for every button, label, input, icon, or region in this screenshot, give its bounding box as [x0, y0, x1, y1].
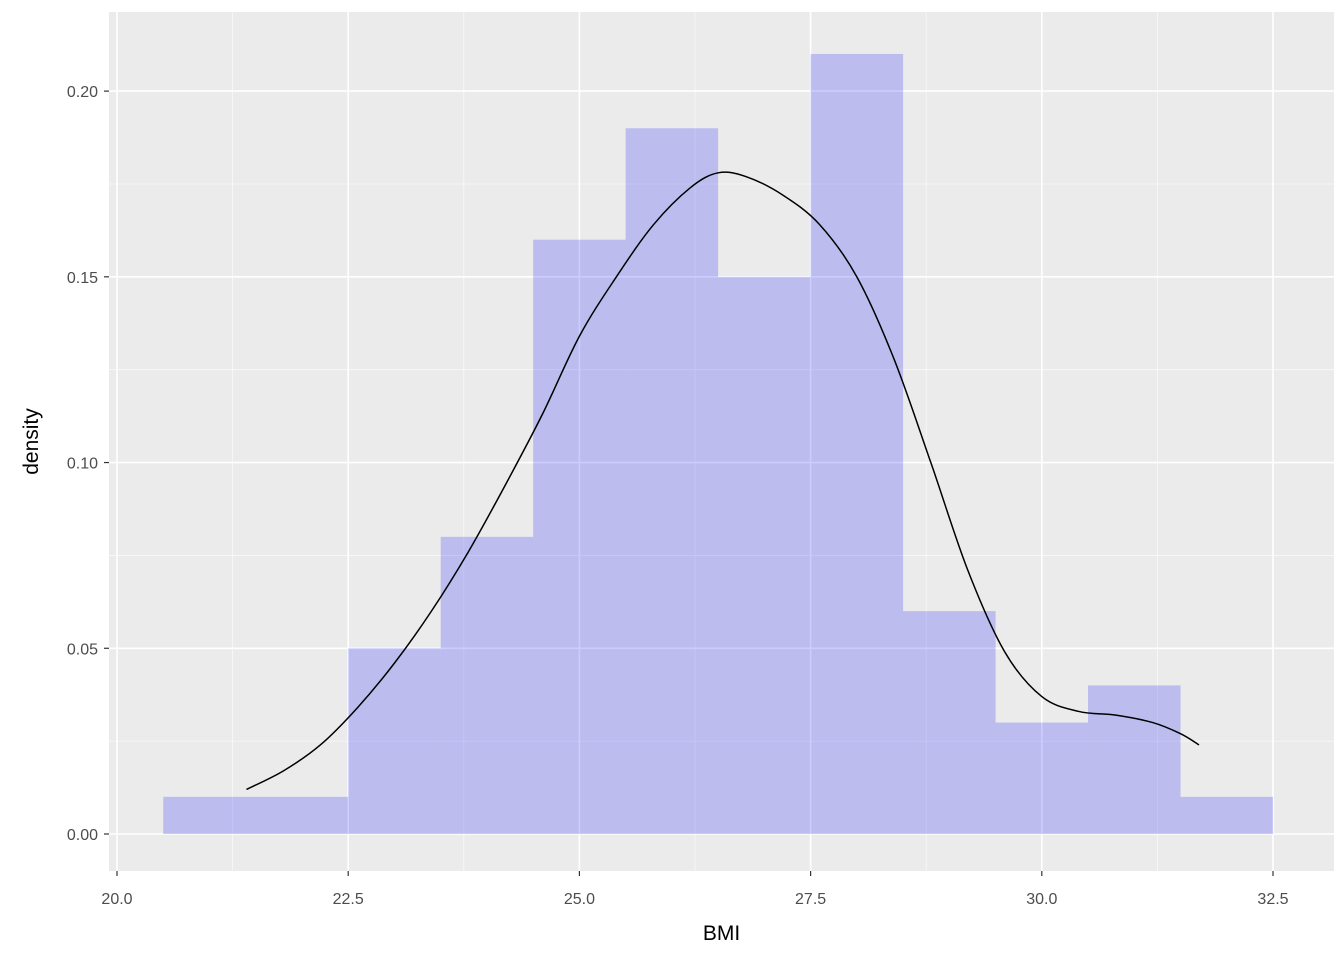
y-tick-label: 0.10 [67, 456, 98, 473]
plot-panel [109, 12, 1334, 871]
histogram-bar [163, 796, 256, 834]
histogram-bar [1180, 796, 1273, 834]
y-tick-label: 0.15 [67, 270, 98, 287]
histogram-bar [625, 128, 719, 834]
histogram-bars [163, 53, 1273, 834]
y-tick-label: 0.20 [67, 84, 98, 101]
histogram-bar [440, 536, 534, 834]
histogram-bar [255, 796, 349, 834]
histogram-bar [903, 611, 996, 834]
histogram-bar [995, 722, 1089, 834]
y-axis-ticks: 0.00 0.05 0.10 0.15 0.20 [67, 84, 109, 844]
y-axis-title: density [20, 408, 43, 475]
histogram-bar [810, 53, 904, 834]
x-tick-label: 22.5 [333, 891, 364, 908]
x-tick-label: 25.0 [564, 891, 595, 908]
histogram-bar [718, 276, 811, 834]
x-axis-title: BMI [703, 922, 740, 945]
x-tick-label: 27.5 [795, 891, 826, 908]
x-tick-label: 30.0 [1026, 891, 1057, 908]
y-tick-label: 0.05 [67, 641, 98, 658]
x-axis-ticks: 20.0 22.5 25.0 27.5 30.0 32.5 [101, 871, 1289, 908]
histogram-bar [1088, 685, 1181, 834]
grid-major [109, 12, 1334, 871]
x-tick-label: 32.5 [1257, 891, 1288, 908]
density-curve [246, 171, 1200, 791]
histogram-bar [348, 648, 441, 834]
histogram-bar [533, 239, 626, 834]
grid-minor [109, 12, 1334, 871]
y-tick-label: 0.00 [67, 827, 98, 844]
x-tick-label: 20.0 [101, 891, 132, 908]
